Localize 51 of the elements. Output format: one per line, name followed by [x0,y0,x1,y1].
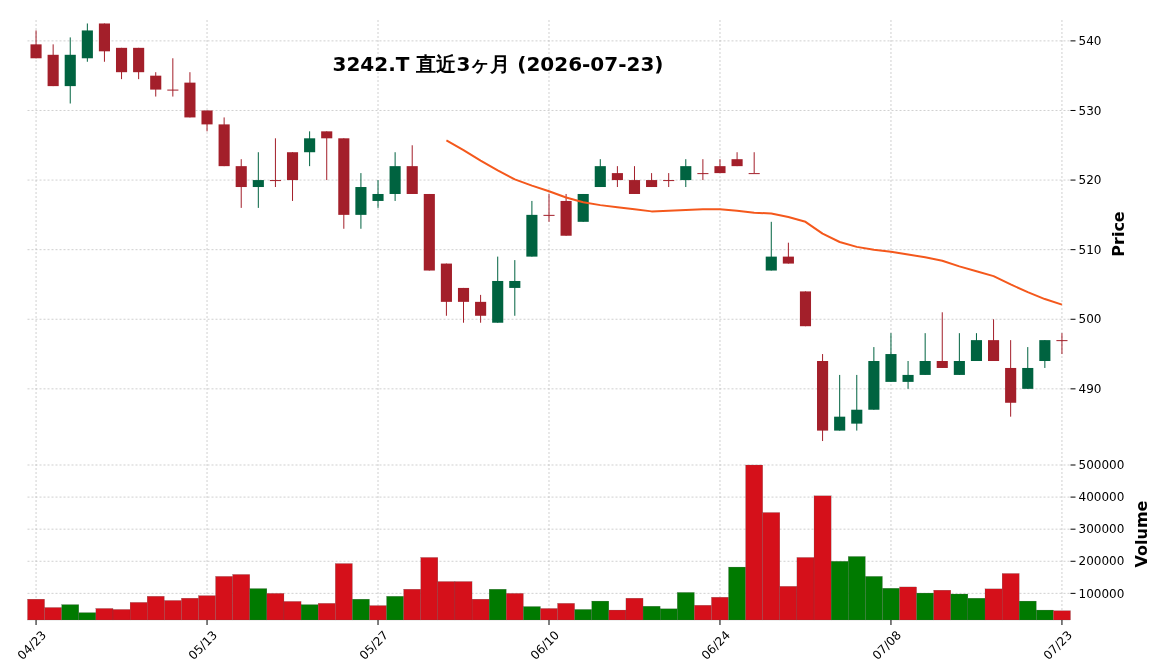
candlestick [834,374,846,432]
candlestick [543,193,555,223]
candlestick [628,165,641,195]
candlestick [252,151,264,209]
y-tick-label: 490 [1078,382,1102,397]
candlestick [167,57,179,98]
candlestick [269,137,281,188]
candlestick [970,332,983,362]
candlestick [611,165,623,188]
candlestick [1056,332,1068,355]
candlestick [936,311,948,369]
candlestick [919,332,931,376]
y-tick-label: 500 [1078,312,1102,327]
line-series [445,139,1063,306]
y-tick-label: 530 [1078,103,1102,118]
y-axis-title: Volume [1132,500,1151,568]
candlestick [457,287,470,324]
y-tick-label: 510 [1078,242,1102,257]
candlestick [782,242,794,265]
candlestick [475,294,487,324]
candlestick [731,151,743,167]
candlestick [680,158,692,188]
y-tick-label: 100000 [1078,586,1125,601]
candlestick [1039,339,1051,369]
candlestick [714,158,726,174]
candlestick [150,71,162,98]
y-tick-label: 400000 [1078,490,1125,505]
candlestick [988,318,1000,362]
candlestick [321,130,333,181]
candlestick [902,360,914,390]
candlestick [1022,346,1034,390]
candlestick [953,332,965,376]
candlestick [594,158,606,188]
y-tick-label: 300000 [1078,522,1125,537]
candlestick [851,374,863,432]
candlestick [304,130,316,167]
candlestick [765,221,777,272]
candlestick [663,172,675,188]
candlestick [697,158,709,181]
y-tick-label: 540 [1078,34,1102,49]
candlestick [235,158,247,209]
candlestick [509,259,521,317]
candlestick [748,151,760,175]
candlestick [30,29,42,59]
candlestick [201,109,213,132]
candlestick [372,179,384,209]
y-axis-title: Price [1109,211,1128,257]
y-tick-label: 200000 [1078,554,1125,569]
y-tick-label: 520 [1078,173,1102,188]
text: 3242.T 直近3ヶ月 (2026-07-23) [332,52,664,76]
y-tick-label: 500000 [1078,458,1125,473]
